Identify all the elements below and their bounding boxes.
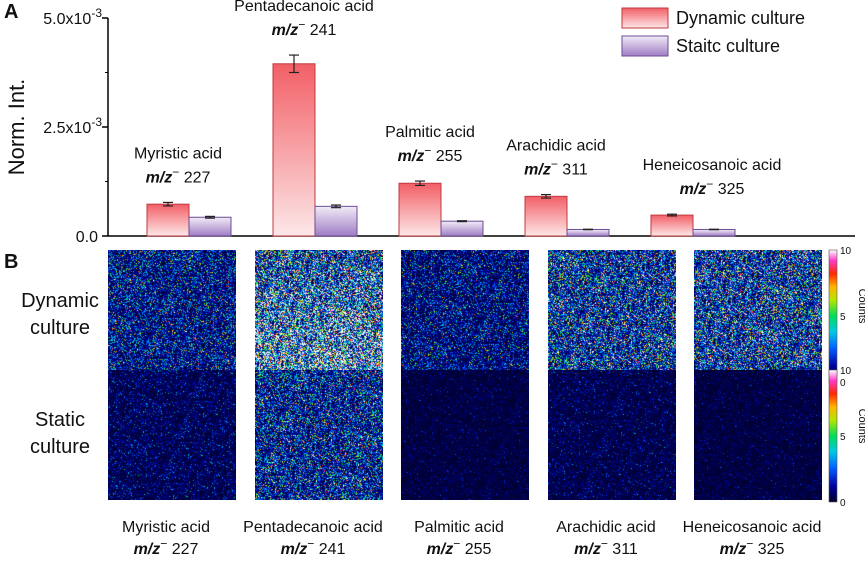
colorbar-title: Counts [856, 289, 865, 324]
bar-dynamic [524, 195, 568, 237]
heatmap-canvas [108, 370, 236, 500]
y-tick-label: 2.5x10-3 [43, 115, 102, 137]
heatmap-canvas [694, 370, 822, 500]
heatmap-canvas [401, 250, 529, 380]
colorbar [828, 369, 838, 503]
column-label-name: Heneicosanoic acid [683, 519, 822, 536]
heatmap-canvas [694, 250, 822, 380]
legend-swatch [621, 7, 669, 29]
colorbar [828, 249, 838, 383]
heatmap-canvas [548, 370, 676, 500]
y-tick-label: 5.0x10-3 [43, 6, 102, 28]
bar-static [566, 228, 610, 237]
heatmap-canvas [401, 370, 529, 500]
heatmap-tile [694, 370, 822, 500]
bar-annotation-mz: m/z− 311 [524, 157, 588, 178]
bar-dynamic [650, 214, 694, 237]
legend-label: Staitc culture [676, 36, 780, 56]
bar-static [188, 216, 232, 237]
heatmap-canvas [548, 250, 676, 380]
column-label-mz: m/z− 325 [720, 537, 785, 558]
bar-annotation-name: Arachidic acid [506, 138, 606, 155]
column-label-name: Palmitic acid [414, 519, 504, 536]
heatmap-tile [255, 370, 383, 500]
colorbar-tick-label: 10 [840, 366, 852, 377]
bar-annotation-name: Myristic acid [134, 145, 222, 162]
panel-label-b: B [4, 251, 18, 273]
column-label-mz: m/z− 255 [427, 537, 492, 558]
row-label-static: Static [35, 409, 85, 431]
column-label-name: Pentadecanoic acid [243, 519, 383, 536]
colorbar-title: Counts [856, 409, 865, 444]
column-label-name: Myristic acid [122, 519, 210, 536]
bar-annotation-mz: m/z− 325 [680, 177, 745, 198]
bar-dynamic [398, 182, 442, 237]
colorbar-tick-label: 0 [840, 498, 846, 509]
bar-static [314, 205, 358, 237]
bar-annotation-name: Heneicosanoic acid [643, 157, 782, 174]
colorbar-tick-label: 0 [840, 378, 846, 389]
bar-dynamic [272, 63, 316, 237]
column-label-mz: m/z− 227 [134, 537, 199, 558]
legend-swatch [621, 35, 669, 57]
column-label-mz: m/z− 311 [574, 537, 638, 558]
legend-label: Dynamic culture [676, 8, 805, 28]
colorbar-tick-label: 5 [840, 432, 846, 443]
colorbar-tick-label: 10 [840, 246, 852, 257]
heatmap-canvas [255, 370, 383, 500]
colorbar-tick-label: 5 [840, 312, 846, 323]
heatmap-tile [108, 250, 236, 380]
bar-annotation-mz: m/z− 227 [146, 165, 211, 186]
bar-annotation-name: Pentadecanoic acid [234, 0, 374, 15]
bar-annotation-mz: m/z− 241 [272, 18, 337, 39]
column-label-mz: m/z− 241 [281, 537, 346, 558]
heatmap-tile [548, 250, 676, 380]
bar-annotation-name: Palmitic acid [385, 124, 475, 141]
row-label-dynamic: Dynamic [21, 290, 99, 312]
heatmap-tile [255, 250, 383, 380]
row-label-static: culture [30, 436, 90, 458]
heatmap-canvas [255, 250, 383, 380]
heatmap-tile [548, 370, 676, 500]
bar-static [440, 220, 484, 237]
row-label-dynamic: culture [30, 317, 90, 339]
panel-label-a: A [4, 1, 18, 23]
y-axis-label: Norm. Int. [4, 79, 29, 176]
bar-static [692, 228, 736, 237]
y-tick-label: 0.0 [76, 229, 98, 246]
heatmap-tile [694, 250, 822, 380]
heatmap-tile [401, 370, 529, 500]
bar-dynamic [146, 203, 190, 237]
column-label-name: Arachidic acid [556, 519, 656, 536]
heatmap-tile [108, 370, 236, 500]
heatmap-tile [401, 250, 529, 380]
heatmap-canvas [108, 250, 236, 380]
bar-annotation-mz: m/z− 255 [398, 144, 463, 165]
